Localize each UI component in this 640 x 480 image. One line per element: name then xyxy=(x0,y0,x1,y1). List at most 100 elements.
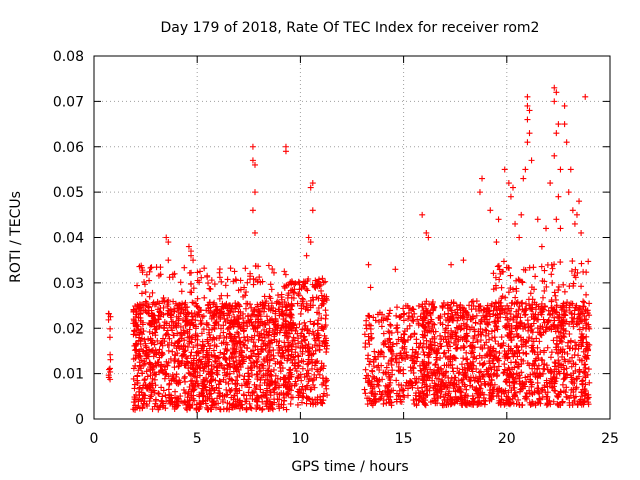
data-point xyxy=(226,406,233,413)
data-point xyxy=(361,386,368,393)
data-point xyxy=(532,273,539,280)
data-point xyxy=(467,316,474,323)
data-point xyxy=(470,354,477,361)
data-point xyxy=(511,379,518,386)
data-point xyxy=(528,327,535,334)
data-point xyxy=(495,216,502,223)
data-point xyxy=(267,317,274,324)
data-point xyxy=(562,358,569,365)
data-point xyxy=(454,325,461,332)
data-point xyxy=(541,319,548,326)
data-point xyxy=(210,301,217,308)
data-point xyxy=(378,391,385,398)
data-point xyxy=(435,395,442,402)
data-point xyxy=(105,310,112,317)
data-point xyxy=(149,406,156,413)
data-point xyxy=(366,313,373,320)
data-point xyxy=(143,271,150,278)
data-point xyxy=(256,274,263,281)
data-point xyxy=(370,373,377,380)
data-point xyxy=(272,360,279,367)
data-point xyxy=(310,401,317,408)
data-point xyxy=(571,339,578,346)
data-point xyxy=(152,397,159,404)
data-point xyxy=(165,347,172,354)
data-point xyxy=(511,364,518,371)
data-point xyxy=(290,341,297,348)
data-point xyxy=(232,380,239,387)
data-point xyxy=(419,315,426,322)
data-point xyxy=(431,321,438,328)
data-point xyxy=(106,334,113,341)
data-point xyxy=(159,400,166,407)
data-point xyxy=(482,352,489,359)
data-point xyxy=(508,345,515,352)
data-point xyxy=(507,315,514,322)
data-point xyxy=(287,380,294,387)
data-point xyxy=(151,376,158,383)
data-point xyxy=(200,367,207,374)
data-point xyxy=(171,364,178,371)
data-point xyxy=(169,327,176,334)
data-point xyxy=(447,358,454,365)
y-tick-label: 0.08 xyxy=(53,49,84,65)
data-point xyxy=(380,369,387,376)
data-point xyxy=(292,343,299,350)
data-point xyxy=(437,365,444,372)
data-point xyxy=(526,334,533,341)
data-point xyxy=(143,368,150,375)
data-point xyxy=(460,309,467,316)
data-point xyxy=(303,384,310,391)
data-point xyxy=(307,386,314,393)
data-point xyxy=(142,392,149,399)
data-point xyxy=(149,330,156,337)
data-point xyxy=(527,290,534,297)
data-point xyxy=(369,402,376,409)
data-point xyxy=(268,286,275,293)
data-point xyxy=(196,364,203,371)
data-point xyxy=(270,305,277,312)
data-point xyxy=(505,364,512,371)
data-point xyxy=(240,322,247,329)
data-point xyxy=(423,343,430,350)
data-point xyxy=(550,398,557,405)
data-point xyxy=(319,275,326,282)
data-point xyxy=(553,130,560,137)
data-point xyxy=(223,386,230,393)
data-point xyxy=(366,397,373,404)
data-point xyxy=(224,326,231,333)
data-point xyxy=(553,340,560,347)
data-point xyxy=(501,361,508,368)
data-point xyxy=(265,349,272,356)
data-point xyxy=(262,321,269,328)
data-point xyxy=(446,396,453,403)
data-point xyxy=(569,258,576,265)
data-point xyxy=(168,398,175,405)
data-point xyxy=(557,166,564,173)
data-point xyxy=(246,400,253,407)
data-point xyxy=(568,386,575,393)
data-point xyxy=(368,389,375,396)
data-point xyxy=(424,352,431,359)
data-point xyxy=(181,373,188,380)
data-point xyxy=(565,189,572,196)
data-point xyxy=(492,348,499,355)
data-point xyxy=(572,266,579,273)
data-point xyxy=(165,307,172,314)
data-point xyxy=(266,405,273,412)
data-point xyxy=(456,369,463,376)
data-point xyxy=(174,402,181,409)
data-point xyxy=(314,394,321,401)
data-point xyxy=(285,301,292,308)
data-point xyxy=(548,349,555,356)
data-point xyxy=(307,302,314,309)
data-point xyxy=(251,381,258,388)
data-point xyxy=(316,346,323,353)
data-point xyxy=(319,325,326,332)
data-point xyxy=(393,340,400,347)
x-tick-label: 15 xyxy=(395,431,413,447)
data-point xyxy=(581,369,588,376)
data-point xyxy=(538,263,545,270)
data-point xyxy=(211,342,218,349)
